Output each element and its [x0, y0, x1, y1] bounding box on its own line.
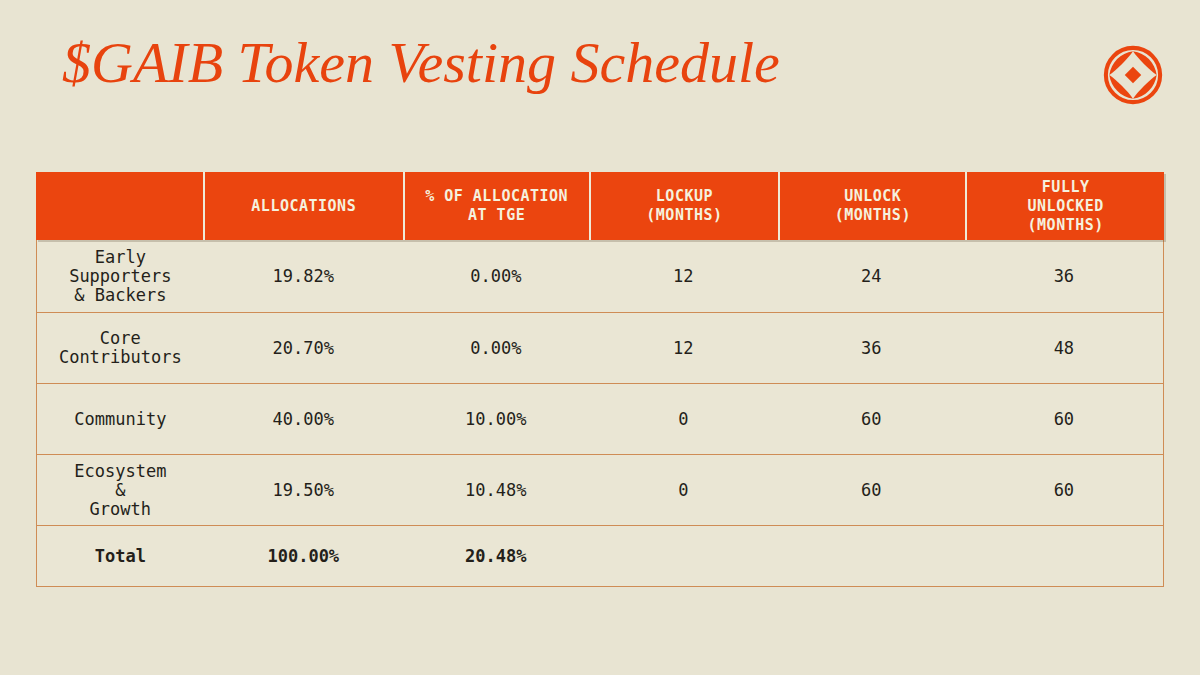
cell-lockup — [589, 526, 778, 586]
cell-allocations: 20.70% — [204, 313, 403, 383]
cell-tge-allocation: 0.00% — [403, 313, 589, 383]
cell-unlock: 60 — [778, 384, 965, 454]
row-label: Community — [37, 384, 204, 454]
cell-fully-unlocked: 60 — [965, 455, 1163, 525]
table-row-total: Total 100.00% 20.48% — [37, 525, 1163, 586]
row-label: Total — [37, 526, 204, 586]
table-body: Early Supporters & Backers 19.82% 0.00% … — [36, 240, 1164, 587]
column-header-allocations: ALLOCATIONS — [203, 172, 403, 240]
vesting-table: ALLOCATIONS % OF ALLOCATION AT TGE LOCKU… — [36, 172, 1164, 587]
table-row-core-contributors: Core Contributors 20.70% 0.00% 12 36 48 — [37, 312, 1163, 383]
table-header-row: ALLOCATIONS % OF ALLOCATION AT TGE LOCKU… — [36, 172, 1164, 240]
column-header-unlock: UNLOCK (MONTHS) — [778, 172, 965, 240]
row-label: Early Supporters & Backers — [37, 240, 204, 312]
cell-fully-unlocked — [965, 526, 1163, 586]
gaib-coin-logo-icon — [1102, 44, 1164, 106]
column-header-category — [36, 172, 203, 240]
cell-tge-allocation: 10.48% — [403, 455, 589, 525]
cell-unlock — [778, 526, 965, 586]
row-label: Core Contributors — [37, 313, 204, 383]
cell-fully-unlocked: 60 — [965, 384, 1163, 454]
cell-lockup: 12 — [589, 240, 778, 312]
cell-allocations: 40.00% — [204, 384, 403, 454]
row-label: Ecosystem & Growth — [37, 455, 204, 525]
cell-tge-allocation: 10.00% — [403, 384, 589, 454]
column-header-tge-allocation: % OF ALLOCATION AT TGE — [403, 172, 589, 240]
table-row-early-supporters: Early Supporters & Backers 19.82% 0.00% … — [37, 240, 1163, 312]
cell-lockup: 12 — [589, 313, 778, 383]
column-header-lockup: LOCKUP (MONTHS) — [589, 172, 779, 240]
table-row-community: Community 40.00% 10.00% 0 60 60 — [37, 383, 1163, 454]
cell-unlock: 36 — [778, 313, 965, 383]
cell-lockup: 0 — [589, 455, 778, 525]
page-title: $GAIB Token Vesting Schedule — [62, 30, 780, 97]
cell-unlock: 24 — [778, 240, 965, 312]
cell-allocations: 100.00% — [204, 526, 403, 586]
table-row-ecosystem-growth: Ecosystem & Growth 19.50% 10.48% 0 60 60 — [37, 454, 1163, 525]
cell-fully-unlocked: 48 — [965, 313, 1163, 383]
cell-unlock: 60 — [778, 455, 965, 525]
cell-tge-allocation: 20.48% — [403, 526, 589, 586]
cell-fully-unlocked: 36 — [965, 240, 1163, 312]
vesting-schedule-slide: $GAIB Token Vesting Schedule ALLOCATIONS… — [0, 0, 1200, 675]
cell-lockup: 0 — [589, 384, 778, 454]
cell-allocations: 19.82% — [204, 240, 403, 312]
column-header-fully-unlocked: FULLY UNLOCKED (MONTHS) — [965, 172, 1164, 240]
cell-allocations: 19.50% — [204, 455, 403, 525]
cell-tge-allocation: 0.00% — [403, 240, 589, 312]
